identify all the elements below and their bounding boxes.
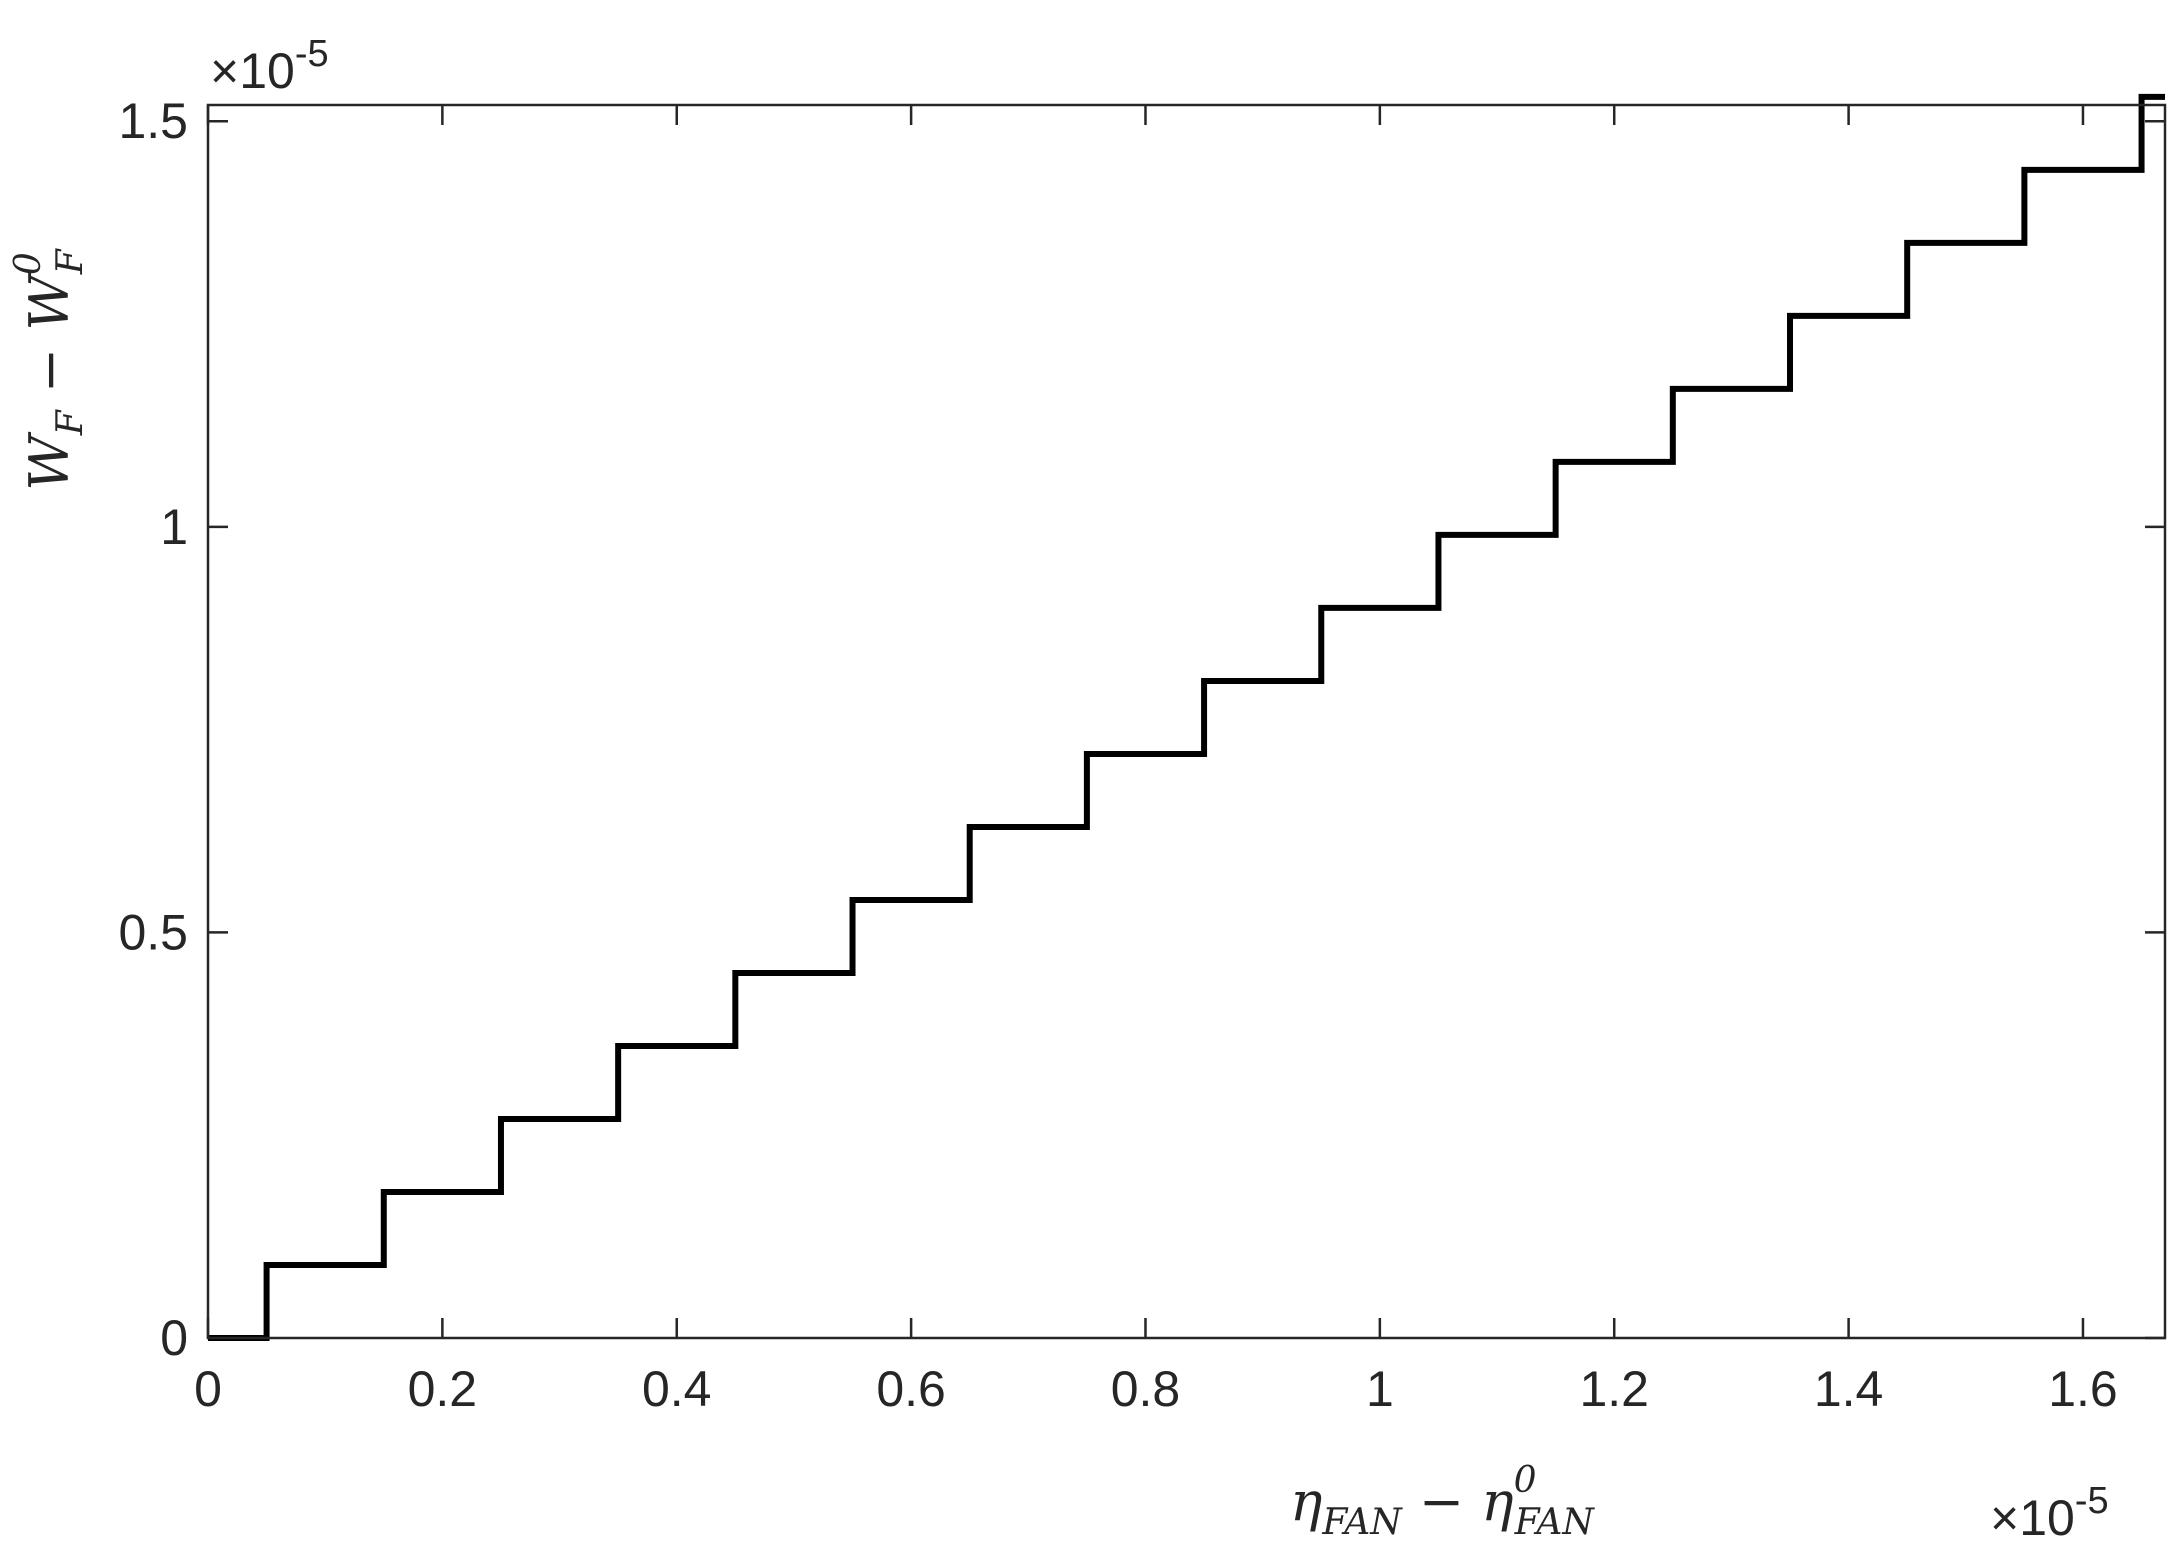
y-axis-title-main2: W	[18, 271, 81, 331]
x-tick-label: 0.2	[408, 1361, 478, 1417]
y-tick-label: 0	[160, 1310, 188, 1366]
x-exponent-power: -5	[2075, 1480, 2109, 1522]
x-axis-title-main2: η	[1481, 1470, 1513, 1533]
y-exponent-label: ×10-5	[210, 33, 329, 99]
y-axis-title-sub: F	[50, 408, 91, 436]
x-tick-label: 1.6	[2048, 1361, 2118, 1417]
y-axis-title-main: W	[18, 431, 81, 491]
x-tick-label: 1	[1366, 1361, 1394, 1417]
y-tick-label: 1	[160, 499, 188, 555]
step-series-line	[208, 93, 2165, 1341]
x-axis-title-minus: −	[1402, 1470, 1482, 1533]
plot-area	[208, 105, 2165, 1338]
x-axis-title-sub: FAN	[1321, 1502, 1403, 1543]
axes-box	[206, 103, 2167, 1340]
x-tick-label: 1.2	[1579, 1361, 1649, 1417]
x-tick-label: 1.4	[1814, 1361, 1884, 1417]
x-axis-title-main: η	[1290, 1470, 1322, 1533]
x-axis-title: ηFAN − η0 FAN	[1290, 1460, 1595, 1543]
x-axis-title-sub2: FAN	[1514, 1502, 1596, 1543]
y-tick-label: 0.5	[118, 904, 188, 960]
y-exponent-power: -5	[295, 33, 329, 75]
x-exponent-prefix: ×10	[1990, 1490, 2075, 1546]
y-exponent-prefix: ×10	[210, 43, 295, 99]
y-axis-title-sub2: F	[50, 247, 91, 275]
y-tick-label: 1.5	[118, 93, 188, 149]
tick-labels: 0 0.2 0.4 0.6 0.8 1 1.2 1.4 1.6 0 0.5 1 1.5	[118, 93, 2117, 1417]
x-tick-label: 0	[194, 1361, 222, 1417]
x-tick-label: 0.8	[1111, 1361, 1181, 1417]
x-exponent-label: ×10-5	[1990, 1480, 2109, 1546]
y-axis-title: WF − W0F	[8, 247, 91, 491]
x-tick-label: 0.6	[876, 1361, 946, 1417]
x-tick-label: 0.4	[642, 1361, 712, 1417]
x-axis-title-sup2: 0	[1514, 1460, 1537, 1501]
y-axis-title-sup2: 0	[8, 252, 49, 275]
y-axis-title-minus: −	[18, 331, 81, 411]
